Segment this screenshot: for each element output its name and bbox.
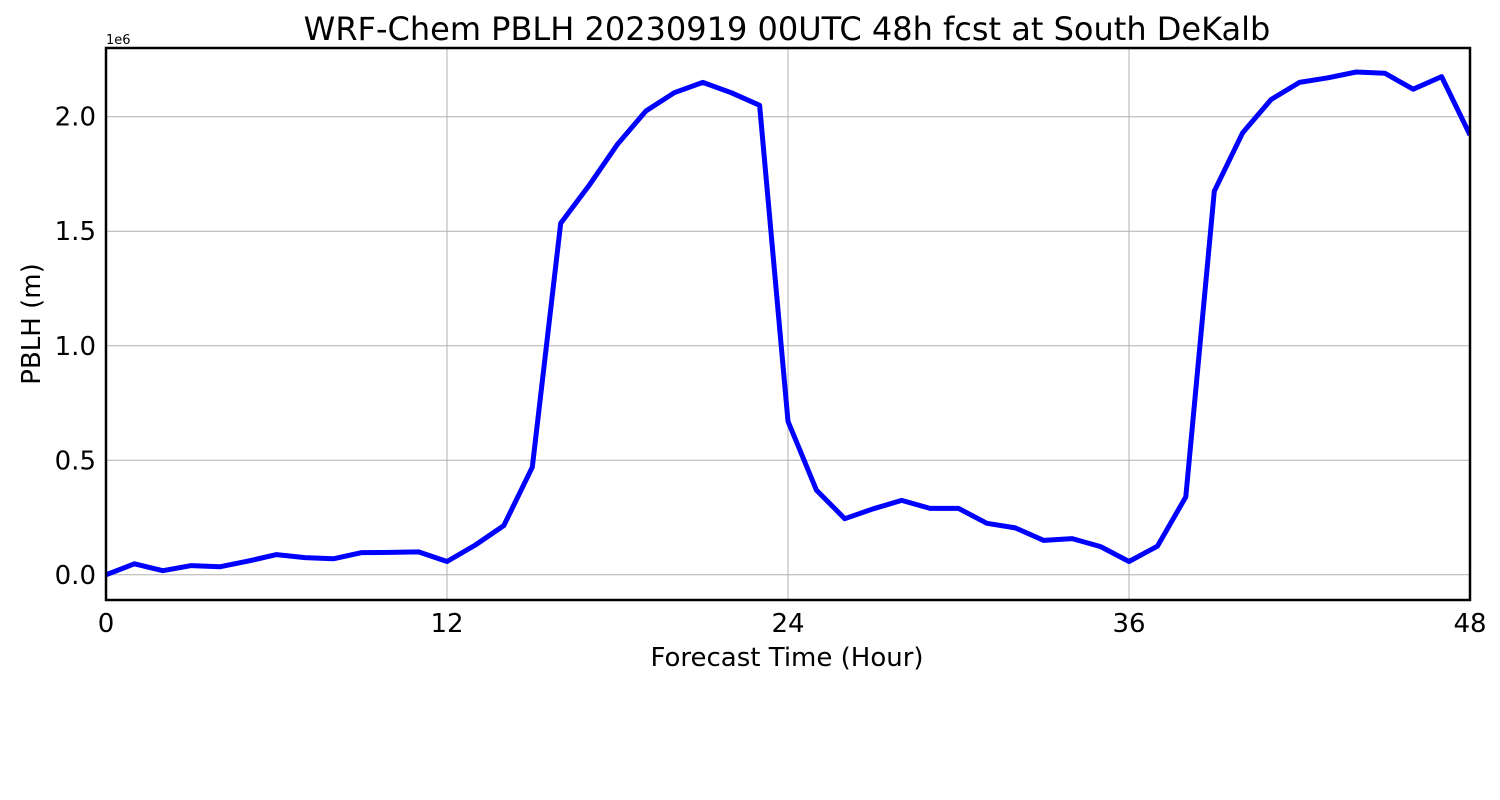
- y-tick-label: 0.5: [55, 446, 96, 476]
- y-axis: 0.0 0.5 1.0 1.5 2.0: [55, 103, 96, 591]
- x-tick-label: 0: [98, 609, 115, 639]
- y-axis-offset-label: 1e6: [106, 33, 131, 48]
- x-axis-label: Forecast Time (Hour): [650, 643, 923, 673]
- plot-frame: [104, 46, 1472, 602]
- y-tick-label: 2.0: [55, 103, 96, 133]
- x-tick-label: 24: [771, 609, 804, 639]
- y-axis-label: PBLH (m): [17, 263, 47, 384]
- y-tick-label: 1.0: [55, 332, 96, 362]
- y-tick-label: 1.5: [55, 217, 96, 247]
- x-tick-label: 12: [430, 609, 463, 639]
- chart-title: WRF-Chem PBLH 20230919 00UTC 48h fcst at…: [304, 10, 1271, 48]
- y-tick-label: 0.0: [55, 561, 96, 591]
- x-tick-label: 36: [1112, 609, 1145, 639]
- pblh-series-line: [106, 69, 1470, 578]
- x-axis: 0 12 24 36 48: [98, 609, 1487, 639]
- x-tick-label: 48: [1453, 609, 1486, 639]
- grid-lines: [105, 48, 1471, 600]
- series-layer: [106, 69, 1470, 578]
